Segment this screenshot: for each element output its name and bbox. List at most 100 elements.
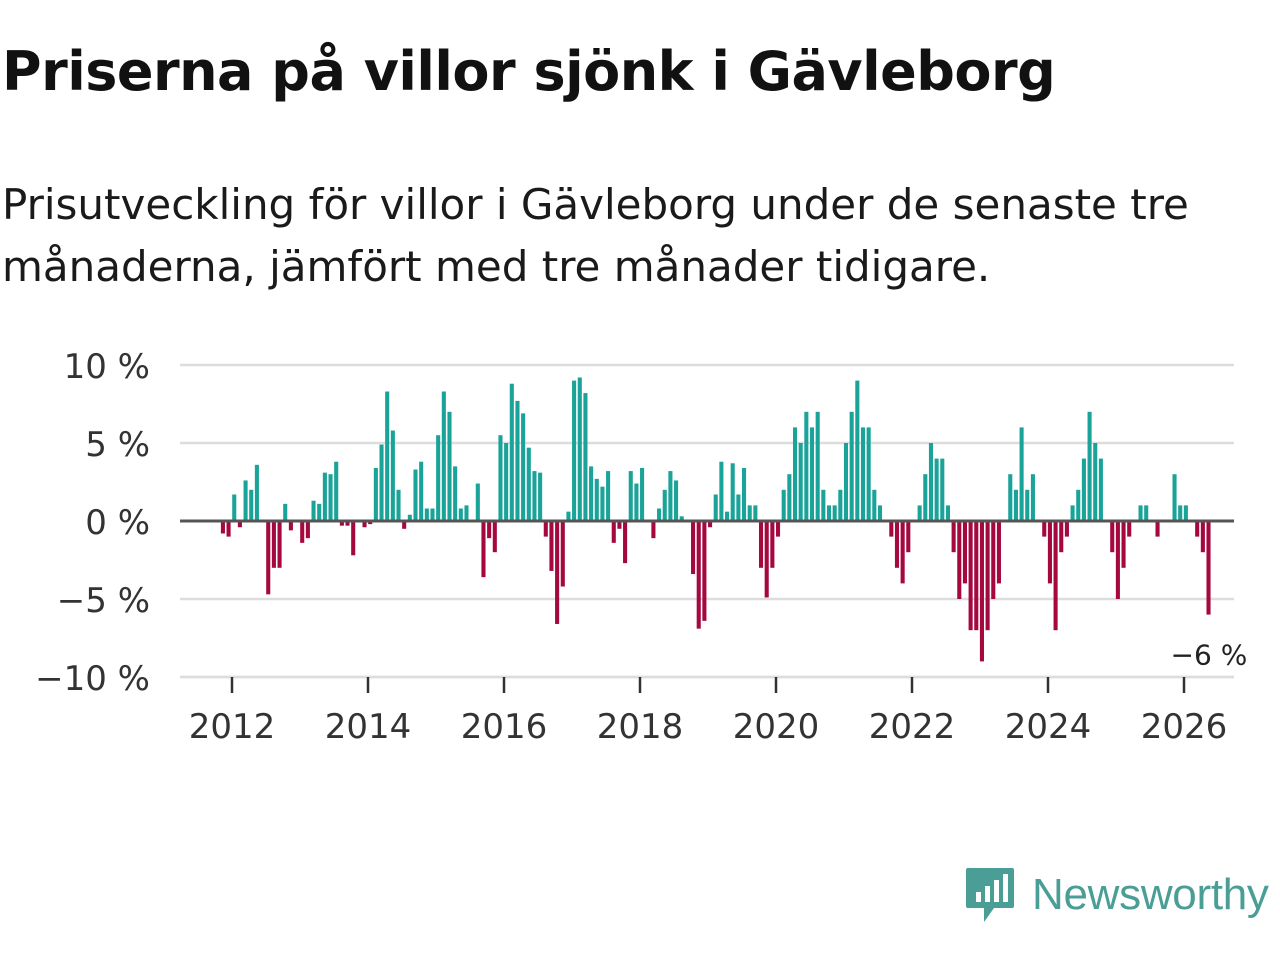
- bar: [651, 521, 656, 539]
- bar: [1030, 474, 1035, 521]
- x-tick-label: 2024: [1005, 707, 1092, 747]
- bar: [775, 521, 781, 537]
- bar: [243, 480, 248, 521]
- bar: [832, 505, 837, 521]
- bar: [928, 443, 934, 521]
- bar: [781, 489, 786, 521]
- bar: [900, 521, 905, 584]
- bar: [396, 489, 401, 521]
- bar: [1110, 521, 1115, 553]
- bar: [351, 521, 356, 556]
- bar: [815, 411, 820, 521]
- bar: [385, 391, 390, 521]
- bar: [1076, 489, 1081, 521]
- bar: [271, 521, 276, 568]
- bar: [866, 427, 871, 521]
- bar: [606, 471, 611, 521]
- bar: [504, 443, 509, 521]
- bar: [436, 435, 441, 521]
- bar: [600, 486, 605, 521]
- bar: [572, 380, 577, 521]
- bar: [708, 521, 713, 528]
- bar: [532, 471, 537, 521]
- bar: [860, 427, 866, 521]
- bar: [328, 474, 333, 521]
- bar: [300, 521, 305, 543]
- bar: [855, 380, 860, 521]
- bar: [742, 467, 747, 521]
- bar: [996, 521, 1001, 584]
- bar: [849, 411, 854, 521]
- bar: [713, 494, 718, 521]
- bar: [402, 521, 407, 529]
- bar: [249, 489, 254, 521]
- bar: [362, 521, 367, 528]
- bar: [453, 466, 458, 521]
- bar: [555, 521, 560, 624]
- bar: [974, 521, 979, 631]
- bar: [220, 521, 225, 534]
- y-tick-label: 5 %: [85, 425, 150, 465]
- bar: [509, 383, 514, 521]
- bar: [1087, 411, 1092, 521]
- bar: [1138, 505, 1143, 521]
- bar: [1059, 521, 1064, 553]
- bar: [702, 521, 707, 621]
- bar: [877, 505, 883, 521]
- bar: [826, 505, 832, 521]
- newsworthy-logo: Newsworthy: [964, 866, 1269, 924]
- y-tick-label: 10 %: [64, 347, 150, 387]
- bar: [311, 500, 316, 521]
- bar: [334, 461, 339, 521]
- bar: [317, 503, 322, 521]
- bar: [674, 480, 679, 521]
- bar: [640, 467, 645, 521]
- bar: [719, 461, 724, 521]
- bar: [617, 521, 622, 529]
- y-tick-label: −5 %: [57, 581, 150, 621]
- bar: [447, 411, 452, 521]
- bar: [1081, 458, 1086, 521]
- bar: [368, 521, 373, 525]
- bar: [566, 511, 571, 521]
- bar: [696, 521, 701, 629]
- bar: [498, 435, 503, 521]
- bar: [611, 521, 616, 543]
- y-tick-label: −10 %: [35, 659, 150, 699]
- bar: [345, 521, 350, 526]
- bar: [843, 443, 849, 521]
- bar: [1008, 474, 1013, 521]
- x-tick-label: 2026: [1141, 707, 1228, 747]
- x-tick-label: 2020: [733, 707, 820, 747]
- bar: [662, 489, 667, 521]
- chart-subtitle: Prisutveckling för villor i Gävleborg un…: [2, 180, 1189, 291]
- bar: [283, 503, 288, 521]
- bar: [798, 443, 803, 521]
- bar: [951, 521, 956, 553]
- bar: [538, 472, 543, 521]
- bar: [560, 521, 565, 587]
- x-tick-label: 2012: [189, 707, 276, 747]
- x-tick-label: 2022: [869, 707, 956, 747]
- bar: [390, 430, 395, 521]
- bar: [945, 505, 950, 521]
- bar: [1115, 521, 1120, 599]
- bar: [809, 427, 815, 521]
- bar: [1042, 521, 1047, 537]
- bar: [1183, 505, 1188, 521]
- y-tick-label: 0 %: [85, 503, 150, 543]
- newsworthy-logo-icon: [966, 868, 1014, 922]
- bar: [1047, 521, 1052, 584]
- bar: [237, 521, 242, 528]
- bar: [1127, 521, 1132, 537]
- bar: [679, 516, 684, 521]
- bar: [758, 521, 764, 568]
- bar: [736, 494, 741, 521]
- bar: [770, 521, 775, 568]
- bar: [753, 505, 758, 521]
- bar: [373, 467, 378, 521]
- bar: [1178, 505, 1183, 521]
- bar: [1064, 521, 1069, 537]
- chart-title: Priserna på villor sjönk i Gävleborg: [2, 40, 1056, 103]
- bar: [940, 458, 945, 521]
